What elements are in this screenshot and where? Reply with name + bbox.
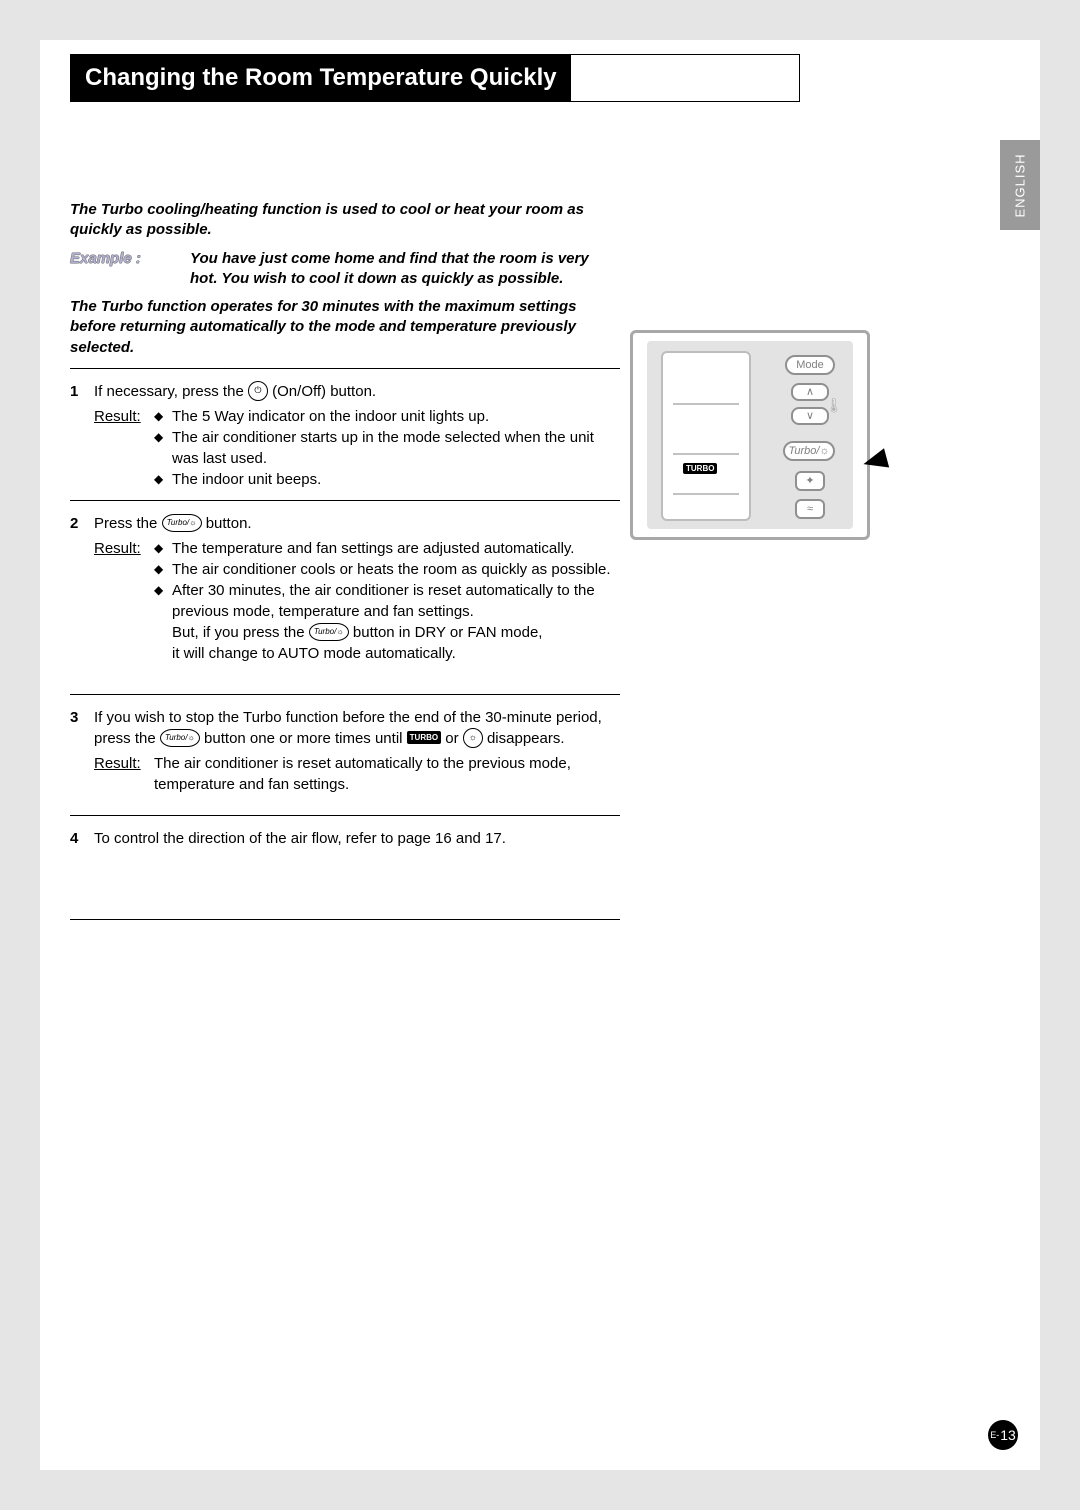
divider: [70, 500, 620, 501]
remote-body: TURBO Mode ∧ ∨ 🌡 Turbo/☼ ✦ ≈: [647, 341, 853, 529]
step1-text-b: (On/Off) button.: [272, 383, 376, 400]
step-number: 4: [70, 828, 94, 849]
page-title: Changing the Room Temperature Quickly: [71, 55, 571, 101]
divider: [70, 815, 620, 816]
step-body: If necessary, press the ⏻ (On/Off) butto…: [94, 381, 620, 490]
mode-button: Mode: [785, 355, 835, 375]
remote-lcd: TURBO: [661, 351, 751, 521]
step2-text-b: button.: [206, 515, 252, 532]
step-number: 3: [70, 707, 94, 795]
s3b: button one or more times until: [204, 730, 407, 747]
step4-text: To control the direction of the air flow…: [94, 828, 620, 849]
turbo-button-icon: Turbo/☼: [160, 729, 200, 747]
b3d: it will change to AUTO mode automaticall…: [172, 645, 456, 662]
lcd-line: [673, 403, 739, 405]
turbo-button-icon: Turbo/☼: [162, 514, 202, 532]
power-icon: ⏻: [248, 381, 268, 401]
temp-down-button: ∨: [791, 407, 829, 425]
turbo-badge-icon: TURBO: [407, 731, 441, 744]
pointer-arrow-icon: [861, 448, 889, 474]
step2-text-a: Press the: [94, 515, 162, 532]
temp-up-button: ∧: [791, 383, 829, 401]
result-body: The 5 Way indicator on the indoor unit l…: [154, 406, 620, 490]
example-label: Example :: [70, 249, 190, 290]
language-label: ENGLISH: [1013, 153, 1028, 217]
step-1: 1 If necessary, press the ⏻ (On/Off) but…: [70, 381, 620, 490]
manual-page: ENGLISH Changing the Room Temperature Qu…: [40, 40, 1040, 1470]
language-tab: ENGLISH: [1000, 140, 1040, 230]
step-2: 2 Press the Turbo/☼ button. Result: The …: [70, 513, 620, 664]
list-item: The temperature and fan settings are adj…: [154, 538, 620, 559]
step-number: 1: [70, 381, 94, 490]
s3c: or: [445, 730, 463, 747]
result-list: The temperature and fan settings are adj…: [154, 538, 620, 664]
list-item: The 5 Way indicator on the indoor unit l…: [154, 406, 620, 427]
example-text: You have just come home and find that th…: [190, 249, 620, 290]
result-row: Result: The air conditioner is reset aut…: [94, 753, 620, 795]
lcd-line: [673, 493, 739, 495]
s3d: disappears.: [487, 730, 565, 747]
page-num-value: 13: [1000, 1427, 1016, 1443]
list-item: The air conditioner cools or heats the r…: [154, 559, 620, 580]
intro-paragraph-2: The Turbo function operates for 30 minut…: [70, 297, 620, 358]
fan-button: ≈: [795, 499, 825, 519]
turbo-button: Turbo/☼: [783, 441, 835, 461]
result-row: Result: The 5 Way indicator on the indoo…: [94, 406, 620, 490]
thermometer-icon: 🌡: [825, 397, 843, 414]
content-column: The Turbo cooling/heating function is us…: [70, 200, 620, 932]
swing-button: ✦: [795, 471, 825, 491]
divider: [70, 694, 620, 695]
list-item: The air conditioner starts up in the mod…: [154, 427, 620, 469]
step-4: 4 To control the direction of the air fl…: [70, 828, 620, 849]
b3b: But, if you press the: [172, 624, 309, 641]
result-list: The 5 Way indicator on the indoor unit l…: [154, 406, 620, 490]
step-3: 3 If you wish to stop the Turbo function…: [70, 707, 620, 795]
list-item: After 30 minutes, the air conditioner is…: [154, 580, 620, 664]
swirl-icon: ☼: [463, 728, 483, 748]
divider: [70, 368, 620, 369]
lcd-line: [673, 453, 739, 455]
turbo-button-icon: Turbo/☼: [309, 623, 349, 641]
result-body: The temperature and fan settings are adj…: [154, 538, 620, 664]
example-row: Example : You have just come home and fi…: [70, 249, 620, 290]
page-number-badge: E-13: [988, 1420, 1018, 1450]
remote-illustration: TURBO Mode ∧ ∨ 🌡 Turbo/☼ ✦ ≈: [630, 330, 870, 540]
step1-text-a: If necessary, press the: [94, 383, 248, 400]
step-number: 2: [70, 513, 94, 664]
page-prefix: E-: [990, 1430, 999, 1440]
step-body: If you wish to stop the Turbo function b…: [94, 707, 620, 795]
step-body: Press the Turbo/☼ button. Result: The te…: [94, 513, 620, 664]
b3c: button in DRY or FAN mode,: [353, 624, 543, 641]
result-label: Result:: [94, 406, 154, 490]
result-label: Result:: [94, 753, 154, 795]
divider: [70, 919, 620, 920]
intro-paragraph-1: The Turbo cooling/heating function is us…: [70, 200, 620, 241]
title-bar: Changing the Room Temperature Quickly: [70, 54, 800, 102]
result-text: The air conditioner is reset automatical…: [154, 753, 620, 795]
turbo-indicator: TURBO: [683, 463, 717, 474]
result-label: Result:: [94, 538, 154, 664]
b3a: After 30 minutes, the air conditioner is…: [172, 582, 595, 620]
result-row: Result: The temperature and fan settings…: [94, 538, 620, 664]
list-item: The indoor unit beeps.: [154, 469, 620, 490]
